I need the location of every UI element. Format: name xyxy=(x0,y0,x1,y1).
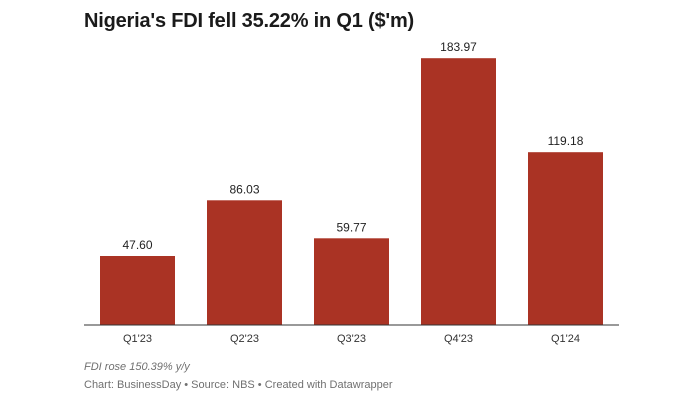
bar-2 xyxy=(314,238,389,325)
x-tick-label-1: Q2'23 xyxy=(230,333,259,345)
chart-footer: Chart: BusinessDay • Source: NBS • Creat… xyxy=(84,379,393,391)
bar-0 xyxy=(100,256,175,325)
bar-value-label-0: 47.60 xyxy=(122,238,152,252)
bars-group xyxy=(100,58,603,325)
bar-value-label-4: 119.18 xyxy=(548,134,584,148)
x-tick-label-0: Q1'23 xyxy=(123,333,152,345)
bar-value-label-2: 59.77 xyxy=(336,220,366,234)
bar-3 xyxy=(421,58,496,325)
x-tick-labels-group: Q1'23 Q2'23 Q3'23 Q4'23 Q1'24 xyxy=(123,333,580,345)
bar-4 xyxy=(528,152,603,325)
chart-note: FDI rose 150.39% y/y xyxy=(84,361,190,373)
x-tick-label-3: Q4'23 xyxy=(444,333,473,345)
bar-1 xyxy=(207,200,282,325)
x-tick-label-4: Q1'24 xyxy=(551,333,580,345)
x-tick-label-2: Q3'23 xyxy=(337,333,366,345)
bar-value-label-3: 183.97 xyxy=(440,40,477,54)
bar-value-label-1: 86.03 xyxy=(229,182,259,196)
chart-title: Nigeria's FDI fell 35.22% in Q1 ($'m) xyxy=(84,10,415,32)
value-labels-group: 47.60 86.03 59.77 183.97 119.18 xyxy=(122,40,583,252)
